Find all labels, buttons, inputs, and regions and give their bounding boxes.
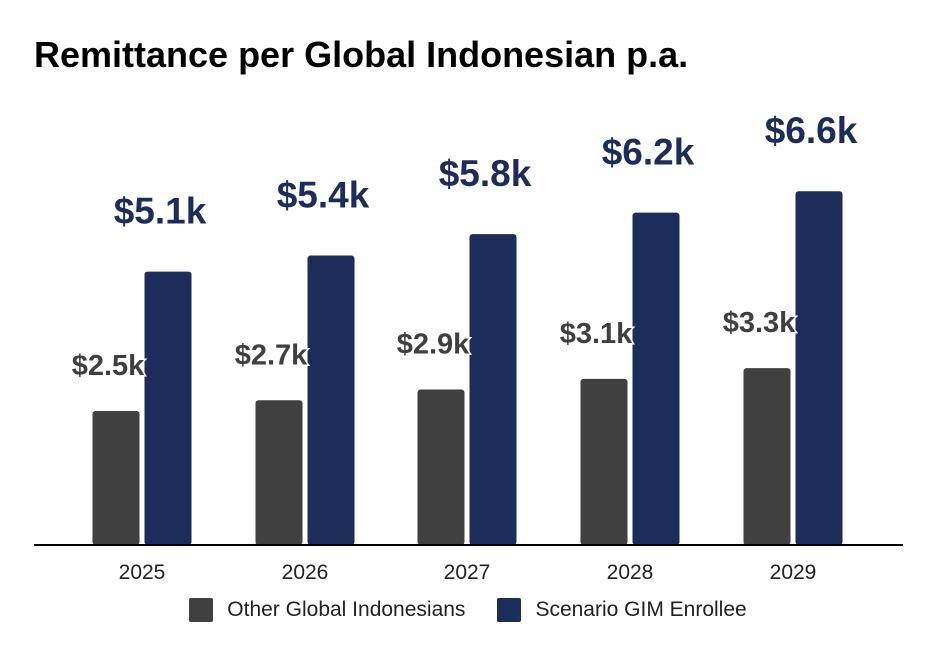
x-tick-label-2026: 2026	[282, 561, 329, 584]
data-label-gim-2026: $5.4k	[277, 175, 370, 216]
data-label-other-2028: $3.1k	[560, 318, 633, 350]
bar-gim-2025	[144, 271, 192, 545]
chart-title: Remittance per Global Indonesian p.a.	[34, 34, 689, 75]
chart-legend: Other Global Indonesians Scenario GIM En…	[0, 598, 936, 622]
bar-other-2028	[580, 378, 628, 545]
data-label-other-2025: $2.5k	[72, 350, 145, 382]
data-label-gim-2029: $6.6k	[765, 110, 858, 151]
legend-label-gim: Scenario GIM Enrollee	[535, 598, 747, 621]
legend-swatch-gim	[497, 598, 522, 622]
bar-other-2027	[417, 389, 465, 545]
bar-other-2029	[743, 368, 791, 545]
x-tick-label-2028: 2028	[607, 561, 654, 584]
bar-gim-2028	[632, 212, 680, 545]
x-tick-label-2029: 2029	[770, 561, 817, 584]
x-tick-label-2025: 2025	[119, 561, 166, 584]
bar-gim-2029	[795, 191, 843, 546]
data-label-gim-2028: $6.2k	[602, 132, 695, 173]
bar-gim-2027	[469, 234, 517, 545]
data-label-gim-2025: $5.1k	[114, 191, 207, 232]
legend-swatch-other	[189, 598, 214, 622]
legend-item-gim: Scenario GIM Enrollee	[497, 598, 747, 622]
data-label-other-2029: $3.3k	[723, 307, 796, 339]
data-label-other-2027: $2.9k	[397, 329, 470, 361]
legend-label-other: Other Global Indonesians	[227, 598, 466, 621]
data-label-other-2026: $2.7k	[235, 339, 308, 371]
x-tick-label-2027: 2027	[444, 561, 491, 584]
bar-other-2025	[92, 411, 140, 545]
legend-item-other: Other Global Indonesians	[189, 598, 465, 622]
bar-gim-2026	[307, 255, 355, 545]
bar-other-2026	[255, 400, 303, 545]
data-label-gim-2027: $5.8k	[439, 153, 532, 194]
